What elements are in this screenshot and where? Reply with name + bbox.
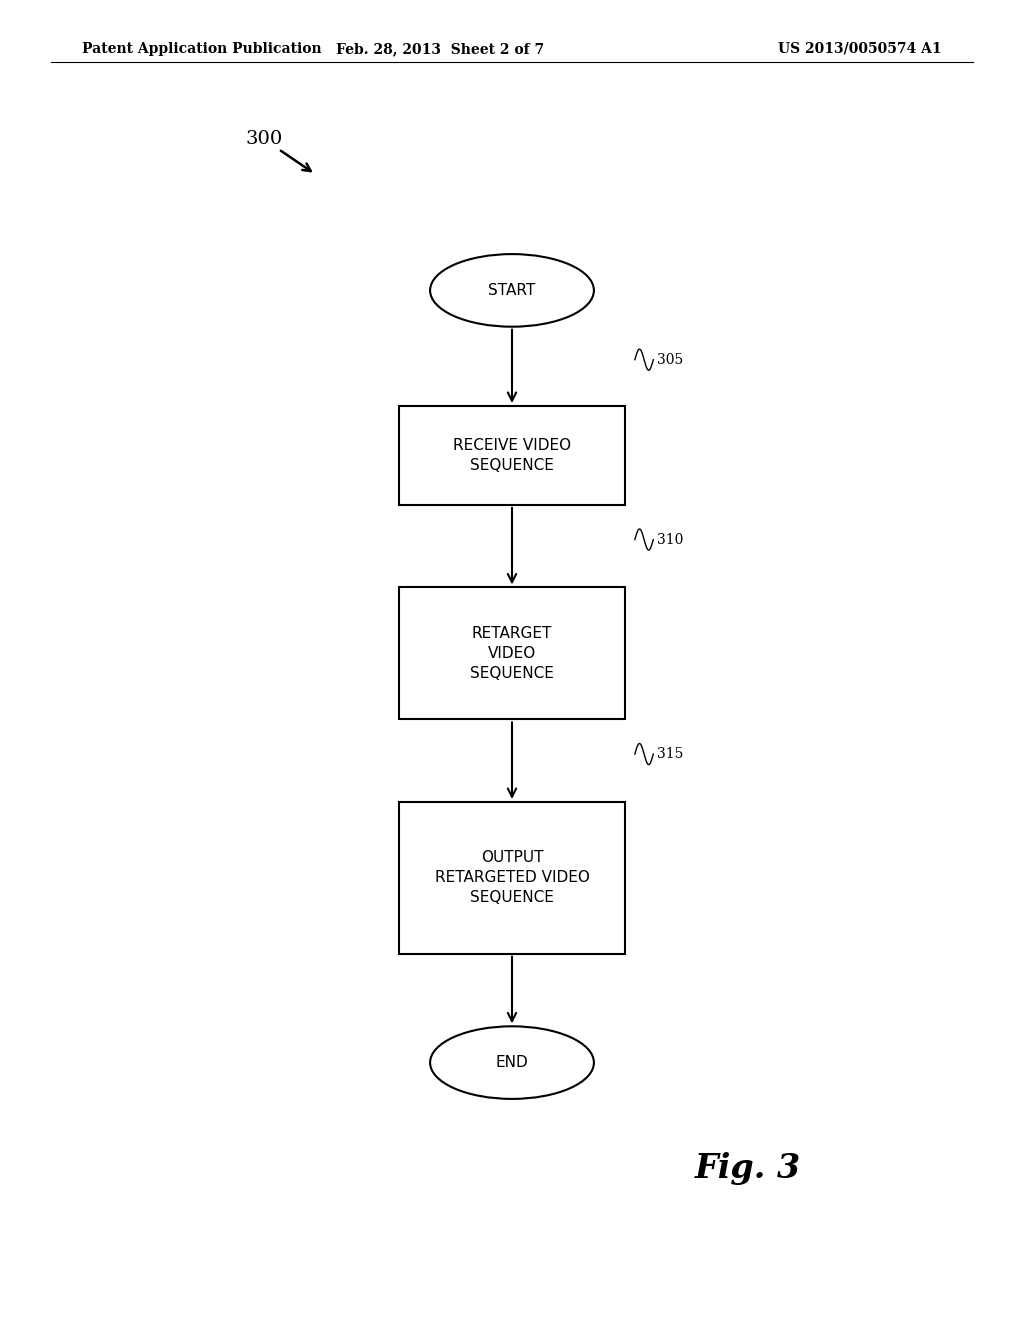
Text: Feb. 28, 2013  Sheet 2 of 7: Feb. 28, 2013 Sheet 2 of 7 xyxy=(336,42,545,55)
Text: 305: 305 xyxy=(657,352,684,367)
Bar xyxy=(399,407,625,504)
Text: OUTPUT
RETARGETED VIDEO
SEQUENCE: OUTPUT RETARGETED VIDEO SEQUENCE xyxy=(434,850,590,906)
Text: 315: 315 xyxy=(657,747,684,762)
Text: US 2013/0050574 A1: US 2013/0050574 A1 xyxy=(778,42,942,55)
Text: RETARGET
VIDEO
SEQUENCE: RETARGET VIDEO SEQUENCE xyxy=(470,626,554,681)
Text: END: END xyxy=(496,1055,528,1071)
Text: Fig. 3: Fig. 3 xyxy=(694,1151,801,1185)
Text: 310: 310 xyxy=(657,532,684,546)
Text: RECEIVE VIDEO
SEQUENCE: RECEIVE VIDEO SEQUENCE xyxy=(453,438,571,473)
Text: START: START xyxy=(488,282,536,298)
Bar xyxy=(399,801,625,953)
Text: 300: 300 xyxy=(246,129,283,148)
Bar xyxy=(399,587,625,719)
Text: Patent Application Publication: Patent Application Publication xyxy=(82,42,322,55)
